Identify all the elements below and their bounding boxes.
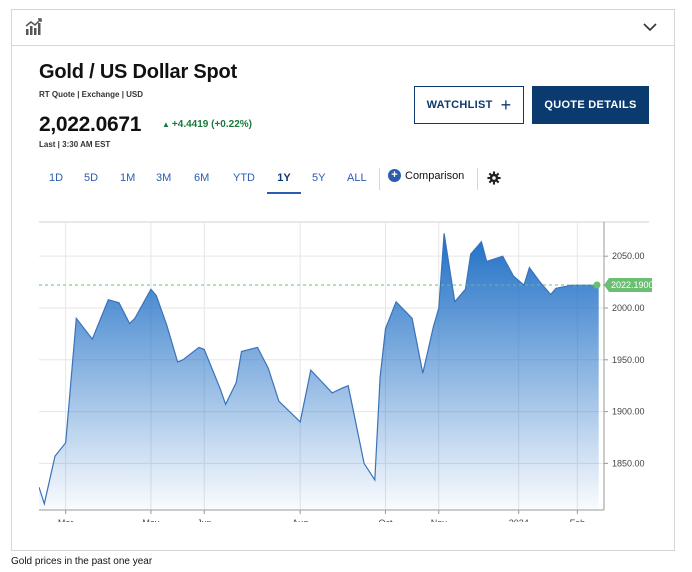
current-price-tag — [604, 277, 652, 292]
x-tick-label: May — [142, 518, 160, 522]
x-tick-label: Aug — [292, 518, 308, 522]
x-tick-label: 2024 — [509, 518, 529, 522]
quote-details-button[interactable]: QUOTE DETAILS — [532, 86, 649, 124]
y-tick-label: 1900.00 — [612, 407, 645, 417]
tab-5d[interactable]: 5D — [84, 172, 99, 184]
tab-1d[interactable]: 1D — [49, 172, 64, 184]
price-area-chart[interactable]: 1850.00 1900.00 1950.00 2000.00 2050.00 Mar Ma… — [39, 217, 659, 522]
current-price-label: 2022.1900 — [611, 280, 654, 290]
tab-all[interactable]: ALL — [347, 172, 367, 184]
quote-subtitle: RT Quote | Exchange | USD — [39, 90, 144, 99]
gear-icon[interactable] — [487, 171, 501, 185]
chevron-down-icon[interactable] — [642, 19, 658, 35]
tab-divider — [379, 168, 380, 190]
chart-caption: Gold prices in the past one year — [11, 556, 153, 567]
last-updated: Last | 3:30 AM EST — [39, 140, 111, 149]
price-change-value: +4.4419 (+0.22%) — [171, 119, 252, 130]
comparison-button[interactable]: + Comparison — [388, 169, 464, 182]
page-title: Gold / US Dollar Spot — [39, 61, 238, 83]
price-change: ▲ +4.4419 (+0.22%) — [162, 119, 252, 130]
quote-details-label: QUOTE DETAILS — [544, 99, 637, 111]
y-tick-label: 1950.00 — [612, 355, 645, 365]
last-price: 2,022.0671 — [39, 113, 142, 136]
watchlist-label: WATCHLIST — [426, 99, 493, 111]
tab-5y[interactable]: 5Y — [312, 172, 326, 184]
tab-6m[interactable]: 6M — [194, 172, 210, 184]
x-tick-label: Feb — [570, 518, 586, 522]
watchlist-button[interactable]: WATCHLIST + — [414, 86, 524, 124]
tab-1y[interactable]: 1Y — [267, 168, 301, 194]
price-line — [39, 233, 599, 507]
bar-chart-icon[interactable] — [24, 17, 44, 37]
plus-icon: + — [500, 95, 512, 115]
tab-3m[interactable]: 3M — [156, 172, 172, 184]
x-tick-label: Mar — [58, 518, 74, 522]
comparison-label: Comparison — [405, 169, 465, 182]
axis-layer: 1850.00 1900.00 1950.00 2000.00 2050.00 Mar Ma… — [39, 222, 654, 522]
y-tick-label: 1850.00 — [612, 458, 645, 468]
price-area — [39, 233, 599, 510]
add-circle-icon: + — [388, 169, 401, 182]
card-header — [12, 10, 674, 46]
tab-ytd[interactable]: YTD — [233, 172, 255, 184]
y-tick-label: 2050.00 — [612, 251, 645, 261]
x-tick-label: Nov — [431, 518, 448, 522]
chart-card: Gold / US Dollar Spot RT Quote | Exchang… — [11, 9, 675, 551]
tab-divider — [477, 168, 478, 190]
tab-1m[interactable]: 1M — [120, 172, 136, 184]
current-price-dot — [593, 281, 601, 289]
x-tick-label: Oct — [378, 518, 393, 522]
x-tick-label: Jun — [197, 518, 212, 522]
y-tick-label: 2000.00 — [612, 303, 645, 313]
up-arrow-icon: ▲ — [162, 120, 170, 129]
